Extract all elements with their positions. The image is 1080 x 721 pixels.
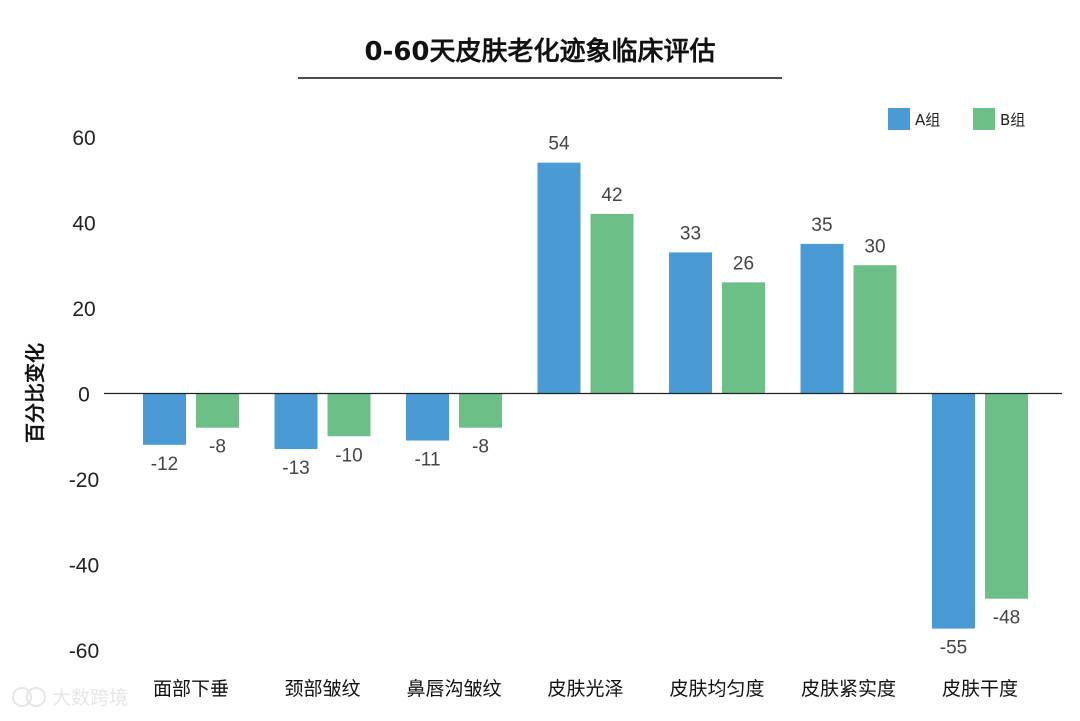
data-label: -48 <box>993 608 1020 629</box>
value-labels: -12 -8 -13 -10 -11 -8 54 42 33 26 35 30 -55 -48 <box>151 134 1020 659</box>
data-label: -13 <box>282 458 309 479</box>
bar-group-b <box>853 265 897 394</box>
bar-group-a <box>406 393 449 441</box>
data-label: -11 <box>414 450 440 471</box>
bar-group-b <box>722 282 765 394</box>
y-tick-label: -60 <box>69 640 99 663</box>
y-axis-label: 百分比变化 <box>23 343 47 443</box>
bar-group-b <box>196 393 239 428</box>
category-label: 皮肤光泽 <box>547 678 623 700</box>
legend: A组 B组 <box>888 108 1025 130</box>
legend-swatch-a <box>888 108 910 130</box>
category-label: 面部下垂 <box>153 678 229 700</box>
data-label: 35 <box>811 215 832 236</box>
bar-group-a <box>669 252 712 394</box>
brand-logo-icon <box>12 687 46 707</box>
y-tick-label: 60 <box>72 127 95 150</box>
watermark-text: 大数跨境 <box>52 687 128 709</box>
data-label: -10 <box>335 445 362 466</box>
category-labels: 面部下垂 颈部皱纹 鼻唇沟皱纹 皮肤光泽 皮肤均匀度 皮肤紧实度 皮肤干度 <box>153 678 1018 700</box>
data-label: 30 <box>864 236 885 257</box>
bar-group-a <box>932 393 975 629</box>
category-label: 颈部皱纹 <box>284 678 360 700</box>
category-label: 皮肤紧实度 <box>801 678 896 700</box>
data-label: 42 <box>601 185 622 206</box>
data-label: 26 <box>733 253 754 274</box>
bar-group-a <box>800 243 844 394</box>
y-tick-label: 40 <box>72 213 95 236</box>
legend-label-b: B组 <box>1000 111 1025 129</box>
watermark: 大数跨境 <box>12 687 128 709</box>
legend-swatch-b <box>973 108 995 130</box>
bar-group-a <box>537 162 581 394</box>
y-tick-label: -40 <box>69 555 99 578</box>
bar-group-b <box>459 393 502 428</box>
bar-group-a <box>143 393 186 445</box>
category-label: 皮肤均匀度 <box>669 678 764 700</box>
category-label: 鼻唇沟皱纹 <box>406 678 501 700</box>
y-tick-label: -20 <box>69 469 99 492</box>
data-label: 54 <box>548 134 570 155</box>
bar-group-b <box>590 213 634 394</box>
data-label: -12 <box>151 454 178 475</box>
chart-title: 0-60天皮肤老化迹象临床评估 <box>364 36 715 67</box>
bars <box>143 162 1028 629</box>
data-label: -55 <box>940 638 967 659</box>
y-tick-label: 20 <box>72 298 95 321</box>
y-tick-label: 0 <box>78 384 90 407</box>
category-label: 皮肤干度 <box>942 678 1018 700</box>
legend-label-a: A组 <box>915 111 940 129</box>
bar-group-b <box>327 393 371 437</box>
data-label: 33 <box>680 223 701 244</box>
bar-group-a <box>274 393 318 450</box>
y-axis-ticks: 60 40 20 0 -20 -40 -60 <box>69 127 99 663</box>
data-label: -8 <box>472 437 489 458</box>
bar-group-b <box>985 393 1028 599</box>
data-label: -8 <box>209 437 226 458</box>
